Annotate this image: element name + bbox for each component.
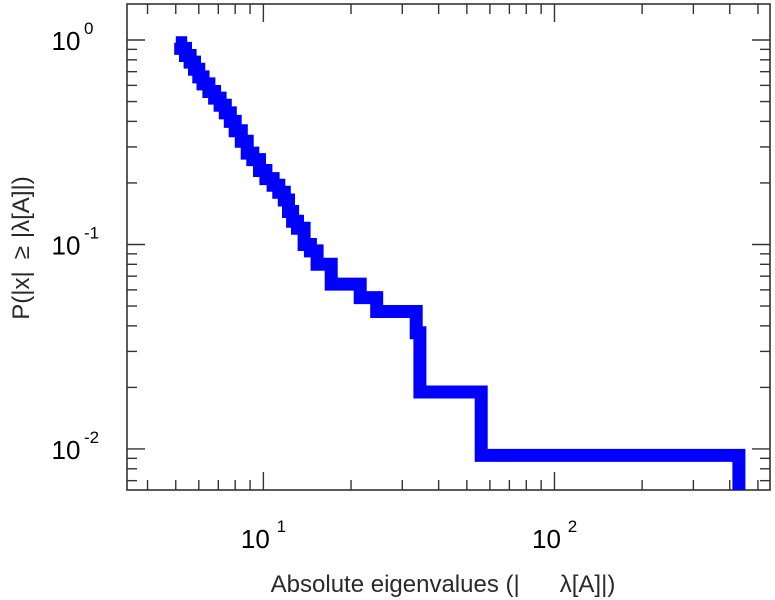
x-tick-label: 10 bbox=[241, 524, 270, 554]
x-tick-label-exponent: 1 bbox=[277, 517, 286, 536]
y-tick-label-exponent: -2 bbox=[84, 428, 99, 447]
x-axis-title-part-1: Absolute eigenvalues (| bbox=[271, 571, 520, 598]
y-tick-label: 10 bbox=[52, 230, 81, 260]
y-tick-label: 10 bbox=[52, 26, 81, 56]
x-axis-title: Absolute eigenvalues (| λ[A]|) bbox=[271, 571, 616, 598]
y-axis-title-part-1: P(|x| bbox=[8, 271, 35, 319]
x-axis-title-part-2: λ[A]|) bbox=[560, 571, 616, 598]
y-tick-label-exponent: -1 bbox=[84, 223, 99, 242]
y-tick-label: 10 bbox=[52, 435, 81, 465]
y-tick-label-exponent: 0 bbox=[84, 19, 93, 38]
x-tick-label: 10 bbox=[532, 524, 561, 554]
x-tick-label-exponent: 2 bbox=[568, 517, 577, 536]
y-axis-title-part-3: | bbox=[8, 232, 35, 238]
x-tick-labels: 10 1 10 2 bbox=[241, 517, 577, 554]
series-line bbox=[174, 36, 746, 490]
axis-ticks bbox=[127, 4, 770, 490]
y-axis-title-part-4: λ[A]|) bbox=[8, 176, 35, 232]
y-axis-title: P(|x| ≥ |λ[A]|) bbox=[8, 176, 35, 319]
plot-area-frame bbox=[126, 3, 771, 491]
y-axis-title-part-2: ≥ bbox=[8, 246, 35, 259]
